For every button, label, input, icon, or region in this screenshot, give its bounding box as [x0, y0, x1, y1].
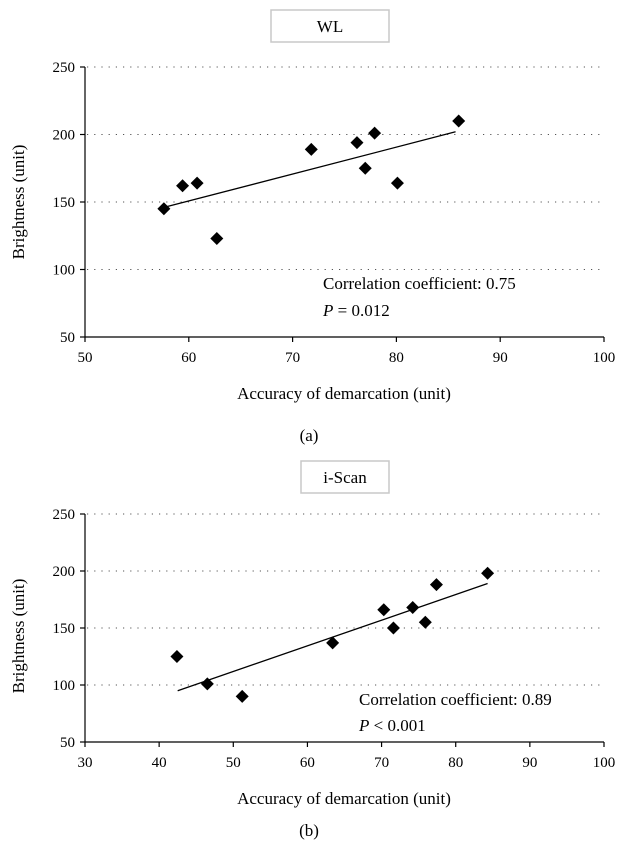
data-points [157, 114, 466, 245]
y-tick-labels: 50 100 150 200 250 [53, 60, 76, 346]
x-tick-label: 70 [374, 755, 389, 771]
panel-label: (b) [299, 821, 319, 840]
chart-title-box [300, 460, 390, 494]
x-tick-label: 80 [389, 350, 404, 366]
y-tick-label: 150 [53, 621, 76, 637]
x-tick-label: 90 [522, 755, 537, 771]
data-point [326, 636, 340, 650]
chart-title-box [270, 9, 390, 43]
data-point [368, 126, 382, 140]
data-point [190, 176, 204, 190]
panel-a: WL 50 60 70 80 90 100 50 100 150 200 250 Accuracy… [9, 9, 616, 445]
data-point [358, 161, 372, 175]
data-point [170, 650, 184, 663]
x-axis-label: Accuracy of demarcation (unit) [237, 384, 451, 403]
data-point [406, 600, 420, 614]
data-point [418, 615, 432, 629]
data-point [377, 603, 391, 617]
y-tick-label: 50 [60, 735, 75, 751]
trendline [163, 131, 456, 209]
panel-b: i-Scan 30 40 50 60 70 80 90 100 50100150200250 … [9, 460, 616, 840]
x-tick-label: 60 [300, 755, 315, 771]
data-point [350, 136, 364, 150]
x-tick-label: 100 [593, 350, 616, 366]
x-tick-label: 50 [226, 755, 241, 771]
data-point [390, 176, 404, 190]
panel-label: (a) [300, 426, 319, 445]
data-point [452, 114, 466, 128]
p-value: < 0.001 [369, 716, 425, 735]
correlation-annotation: Correlation coefficient: 0.89 [359, 690, 552, 709]
p-value-annotation: P = 0.012 [322, 301, 390, 320]
y-tick-label: 150 [53, 195, 76, 211]
gridlines [87, 66, 604, 270]
correlation-annotation: Correlation coefficient: 0.75 [323, 274, 516, 293]
x-tick-label: 70 [285, 350, 300, 366]
x-tick-label: 40 [152, 755, 167, 771]
axes [80, 513, 605, 747]
y-tick-label: 100 [53, 263, 76, 279]
y-tick-label: 200 [53, 128, 76, 144]
y-tick-label: 50 [60, 330, 75, 346]
y-tick-label: 250 [53, 507, 76, 523]
p-value-annotation: P < 0.001 [358, 716, 426, 735]
p-letter: P [322, 301, 333, 320]
x-tick-labels: 50 60 70 80 90 100 [78, 350, 616, 366]
y-tick-labels: 50 100 150 200 250 [53, 507, 76, 751]
x-tick-label: 50 [78, 350, 93, 366]
x-tick-label: 100 [593, 755, 616, 771]
data-points [170, 566, 495, 703]
p-value: = 0.012 [333, 301, 389, 320]
chart-title: WL [317, 17, 343, 36]
data-point [429, 578, 443, 592]
data-point [386, 621, 400, 635]
gridlines [87, 513, 604, 686]
data-point [235, 689, 249, 703]
chart-title: i-Scan [323, 468, 367, 487]
x-tick-label: 80 [448, 755, 463, 771]
p-letter: P [358, 716, 369, 735]
y-axis-label: Brightness (unit) [9, 145, 28, 260]
axes [80, 66, 605, 342]
x-tick-labels: 30 40 50 60 70 80 90 100 [78, 755, 616, 771]
y-axis-label: Brightness (unit) [9, 579, 28, 694]
x-tick-label: 60 [181, 350, 196, 366]
x-tick-label: 90 [493, 350, 508, 366]
data-point [157, 202, 171, 216]
x-tick-label: 30 [78, 755, 93, 771]
data-point [200, 677, 214, 691]
data-point [210, 231, 224, 245]
data-point [481, 566, 495, 580]
y-tick-label: 100 [53, 678, 76, 694]
y-tick-label: 200 [53, 564, 76, 580]
trendline-group [163, 131, 456, 209]
x-axis-label: Accuracy of demarcation (unit) [237, 789, 451, 808]
data-point [304, 142, 318, 156]
data-point [176, 179, 190, 193]
y-tick-label: 250 [53, 60, 76, 76]
